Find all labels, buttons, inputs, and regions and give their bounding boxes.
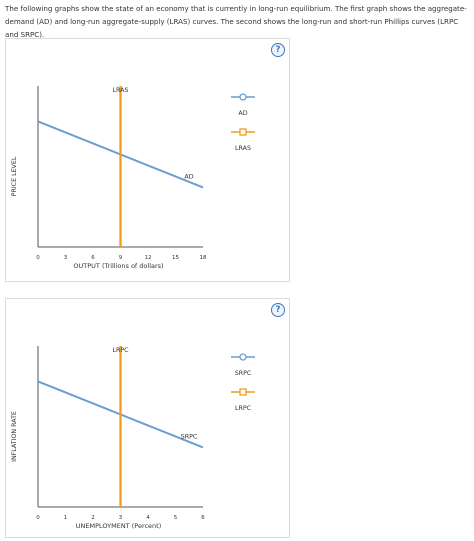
legend-srpc-label: SRPC bbox=[235, 370, 252, 377]
x-tick-label-18: 18 bbox=[200, 255, 207, 261]
x-tick-label-12: 12 bbox=[145, 255, 152, 261]
ad-lras-graph[interactable]: 0 3 6 9 12 15 18 OUTPUT (Trillions of dollars) P… bbox=[6, 39, 289, 281]
lras-curve-label: LRAS bbox=[113, 87, 129, 94]
x-tick-label-5: 5 bbox=[174, 515, 178, 521]
legend-lrpc-label: LRPC bbox=[235, 405, 252, 412]
x-tick-label-4: 4 bbox=[146, 515, 150, 521]
x-tick-label-6: 6 bbox=[91, 255, 95, 261]
ad-curve-label: AD bbox=[184, 173, 193, 180]
graph-panel-ad-lras: ? 0 3 6 9 12 15 18 OUTPUT (Trillions of dollars… bbox=[5, 38, 290, 282]
srpc-curve-label: SRPC bbox=[181, 433, 198, 440]
y-axis-title: INFLATION RATE bbox=[11, 411, 18, 462]
x-axis-title: UNEMPLOYMENT (Percent) bbox=[76, 522, 162, 530]
x-tick-label-0: 0 bbox=[36, 515, 40, 521]
legend-lras-square-icon[interactable] bbox=[239, 128, 247, 136]
x-tick-label-15: 15 bbox=[172, 255, 179, 261]
x-tick-label-0: 0 bbox=[36, 255, 40, 261]
x-tick-label-1: 1 bbox=[64, 515, 68, 521]
x-tick-label-6: 6 bbox=[201, 515, 205, 521]
x-tick-label-9: 9 bbox=[119, 255, 123, 261]
help-icon[interactable]: ? bbox=[271, 43, 285, 57]
y-axis-title: PRICE LEVEL bbox=[11, 156, 18, 196]
legend-lras-label: LRAS bbox=[235, 145, 251, 152]
help-icon[interactable]: ? bbox=[271, 303, 285, 317]
x-tick-label-3: 3 bbox=[64, 255, 68, 261]
phillips-curve-graph[interactable]: 0 1 2 3 4 5 6 UNEMPLOYMENT (Percent) INFLATION R… bbox=[6, 299, 289, 537]
x-tick-label-3: 3 bbox=[119, 515, 123, 521]
legend-ad-label: AD bbox=[238, 110, 247, 117]
lrpc-curve-label: LRPC bbox=[112, 347, 129, 354]
instructions-text: The following graphs show the state of a… bbox=[5, 4, 467, 39]
x-tick-label-2: 2 bbox=[91, 515, 95, 521]
x-axis-title: OUTPUT (Trillions of dollars) bbox=[73, 262, 163, 270]
legend-lrpc-square-icon[interactable] bbox=[239, 388, 247, 396]
graph-panel-phillips: ? 0 1 2 3 4 5 6 UNEMPLOYMENT (Percent) INFLATION… bbox=[5, 298, 290, 538]
legend-ad-circle-icon[interactable] bbox=[239, 93, 247, 101]
legend-srpc-circle-icon[interactable] bbox=[239, 353, 247, 361]
